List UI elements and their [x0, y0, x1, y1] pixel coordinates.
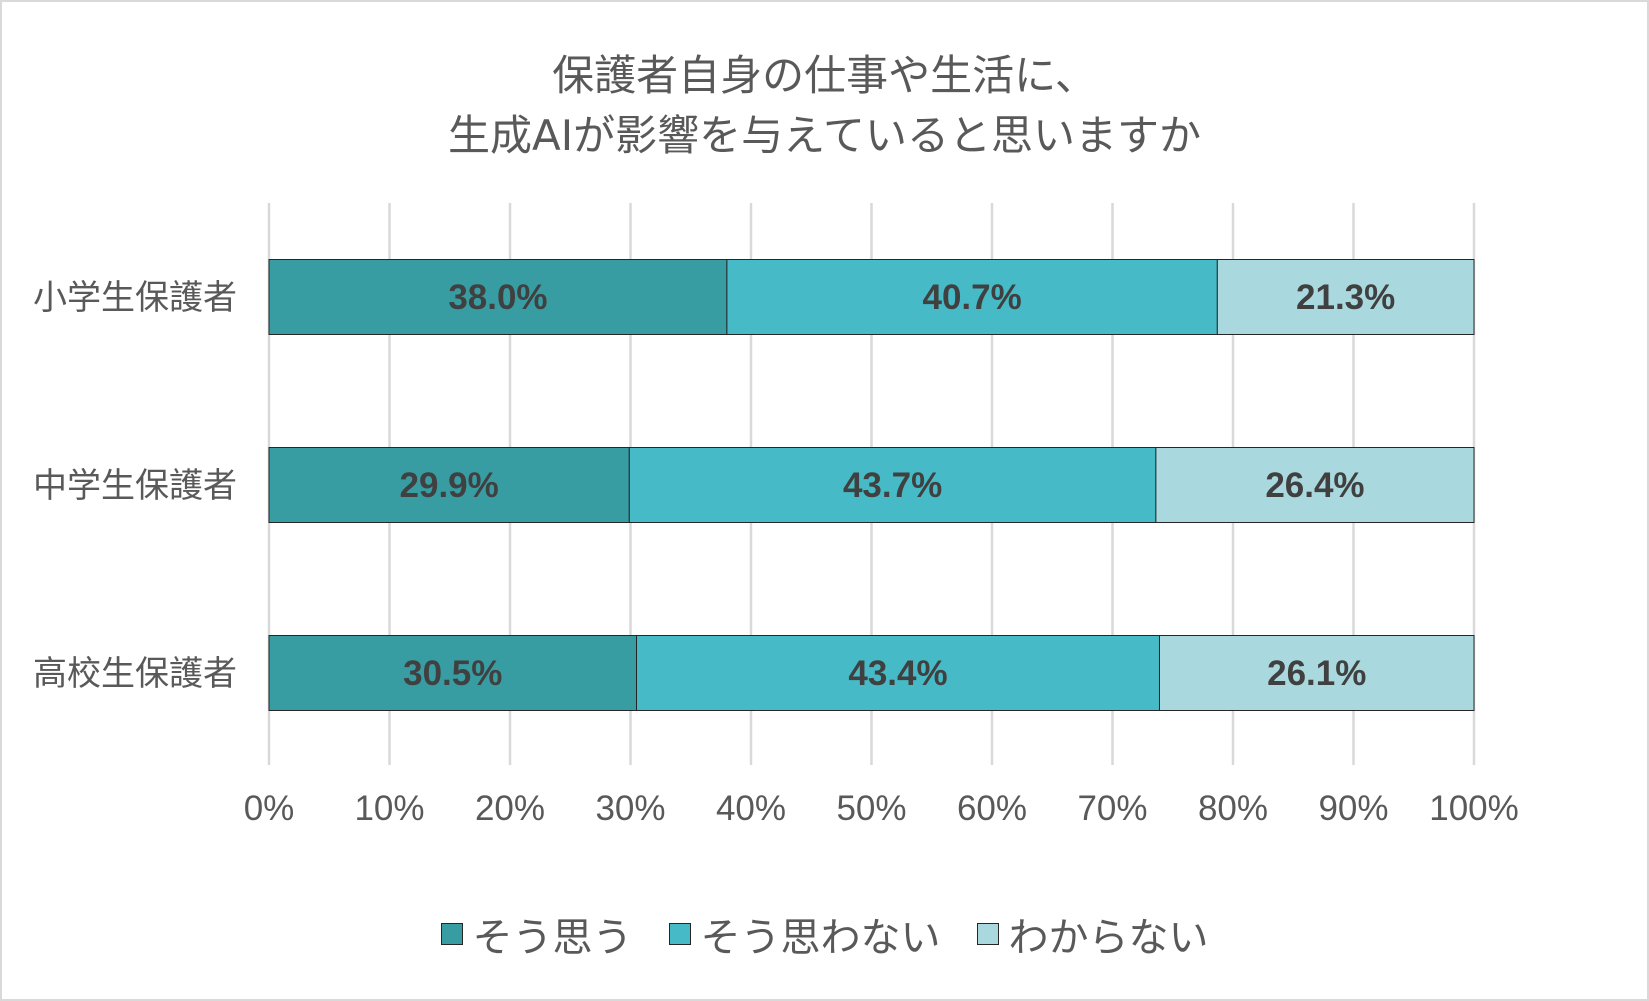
legend-swatch-unknown [976, 923, 999, 945]
chart-title-line-1: 保護者自身の仕事や生活に、 [552, 51, 1097, 100]
bar-segment [636, 635, 1160, 711]
legend-swatch-agree [440, 923, 463, 945]
category-label: 高校生保護者 [33, 654, 237, 694]
data-label: 30.5% [403, 654, 502, 693]
x-tick-label: 10% [354, 789, 424, 828]
legend-label-disagree: そう思わない [700, 915, 941, 961]
chart-title-line-2: 生成AIが影響を与えていると思いますか [447, 111, 1202, 160]
x-tick-label: 20% [475, 789, 545, 828]
legend-item-unknown: わからない [976, 905, 1209, 963]
x-tick-label: 100% [1429, 789, 1519, 828]
x-tick-label: 90% [1318, 789, 1388, 828]
category-label: 中学生保護者 [33, 466, 237, 506]
legend-swatch-disagree [668, 923, 691, 945]
x-tick-label: 30% [595, 789, 665, 828]
x-tick-label: 70% [1077, 789, 1147, 828]
data-label: 40.7% [922, 278, 1021, 317]
x-tick-label: 80% [1198, 789, 1268, 828]
data-label: 26.4% [1265, 466, 1364, 505]
bar-segment [268, 259, 728, 335]
bar-segment [726, 259, 1218, 335]
data-label: 21.3% [1296, 278, 1395, 317]
bar-segment [1155, 447, 1475, 523]
data-label: 29.9% [400, 466, 499, 505]
data-label: 43.7% [843, 466, 942, 505]
legend-label-agree: そう思う [472, 915, 633, 961]
chart-legend: そう思う そう思わない わからない [0, 905, 1649, 963]
data-label: 26.1% [1267, 654, 1366, 693]
x-tick-label: 0% [244, 789, 295, 828]
data-label: 43.4% [848, 654, 947, 693]
x-tick-label: 50% [836, 789, 906, 828]
legend-item-disagree: そう思わない [668, 905, 941, 963]
bar-segment [1216, 259, 1475, 335]
legend-item-agree: そう思う [440, 905, 633, 963]
bar-segment [268, 635, 638, 711]
legend-label-unknown: わからない [1008, 915, 1209, 961]
data-label: 38.0% [448, 278, 547, 317]
bar-segment [628, 447, 1157, 523]
bar-segment [1158, 635, 1475, 711]
category-label: 小学生保護者 [33, 278, 237, 318]
x-tick-label: 60% [957, 789, 1027, 828]
chart-title: 保護者自身の仕事や生活に、 生成AIが影響を与えていると思いますか [0, 46, 1649, 166]
x-tick-label: 40% [716, 789, 786, 828]
